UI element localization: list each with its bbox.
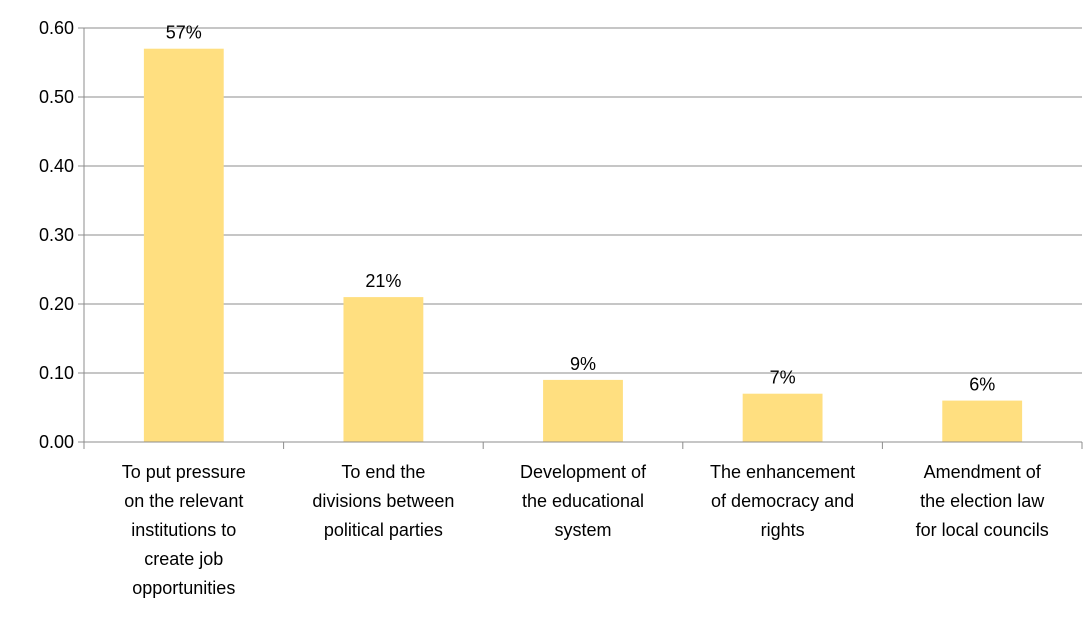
y-tick-label: 0.40 (39, 156, 74, 176)
gridlines (78, 27, 1082, 443)
y-tick-label: 0.60 (39, 18, 74, 38)
category-label-line: To put pressure (122, 462, 246, 482)
category-label-line: the educational (522, 491, 644, 511)
category-label: To end the divisions between political par… (312, 462, 454, 540)
y-tick-label: 0.30 (39, 225, 74, 245)
data-label: 57% (166, 23, 202, 43)
category-label-line: rights (761, 520, 805, 540)
category-label: Development of the educational system (520, 462, 647, 540)
category-label: Amendment of the election law for local co… (916, 462, 1049, 540)
bar (742, 393, 823, 442)
category-label-line: institutions to (131, 520, 236, 540)
category-label-line: system (554, 520, 611, 540)
bar (343, 297, 424, 442)
bar (942, 400, 1023, 442)
category-label-line: To end the (341, 462, 425, 482)
category-label-line: for local councils (916, 520, 1049, 540)
data-label: 7% (770, 368, 796, 388)
category-label-line: The enhancement (710, 462, 855, 482)
data-label: 9% (570, 354, 596, 374)
data-label: 6% (969, 375, 995, 395)
category-labels: To put pressure on the relevant institutio… (122, 462, 1049, 598)
category-label: The enhancement of democracy and rights (710, 462, 855, 540)
y-tick-label: 0.50 (39, 87, 74, 107)
bar (143, 48, 224, 442)
data-label: 21% (365, 271, 401, 291)
bar (543, 379, 623, 442)
category-label-line: of democracy and (711, 491, 854, 511)
category-label-line: political parties (324, 520, 443, 540)
y-tick-label: 0.00 (39, 432, 74, 452)
category-label-line: on the relevant (124, 491, 243, 511)
category-label-line: Development of (520, 462, 647, 482)
category-label: To put pressure on the relevant institutio… (122, 462, 246, 598)
y-tick-label: 0.10 (39, 363, 74, 383)
y-tick-label: 0.20 (39, 294, 74, 314)
category-label-line: divisions between (312, 491, 454, 511)
x-axis (83, 441, 1083, 449)
bars (143, 48, 1023, 442)
category-label-line: Amendment of (924, 462, 1042, 482)
y-axis-tick-labels: 0.00 0.10 0.20 0.30 0.40 0.50 0.60 (39, 18, 74, 452)
category-label-line: opportunities (132, 578, 235, 598)
category-label-line: the election law (920, 491, 1045, 511)
data-labels: 57% 21% 9% 7% 6% (166, 23, 995, 395)
category-label-line: create job (144, 549, 223, 569)
